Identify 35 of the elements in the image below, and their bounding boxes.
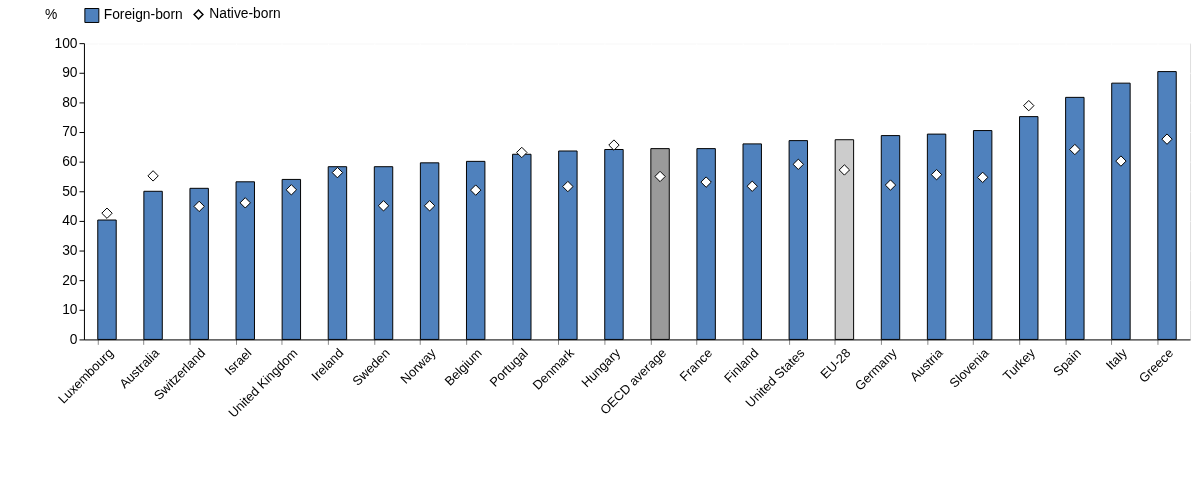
y-tick-label: 100 bbox=[54, 34, 78, 51]
point bbox=[193, 200, 205, 213]
y-tick-label: 20 bbox=[62, 271, 78, 288]
legend-label: Foreign-born bbox=[103, 6, 183, 23]
y-axis-title: % bbox=[44, 5, 58, 22]
y-tick-label: 30 bbox=[62, 241, 78, 258]
point bbox=[1161, 133, 1173, 145]
y-tick-label: 60 bbox=[62, 153, 78, 170]
point bbox=[838, 164, 851, 176]
y-tick-label: 40 bbox=[62, 212, 78, 229]
point bbox=[976, 171, 989, 184]
point bbox=[377, 200, 390, 212]
point bbox=[746, 180, 758, 192]
point bbox=[423, 200, 436, 212]
y-tick-label: 10 bbox=[62, 301, 78, 318]
point bbox=[1069, 143, 1081, 156]
point bbox=[239, 197, 251, 209]
x-tick-label: Italy bbox=[1102, 344, 1131, 373]
point bbox=[516, 146, 528, 159]
y-tick-label: 90 bbox=[62, 64, 78, 81]
point bbox=[930, 169, 943, 181]
point bbox=[562, 180, 574, 193]
point bbox=[331, 166, 344, 179]
point bbox=[1115, 155, 1127, 167]
y-tick-label: 80 bbox=[62, 93, 78, 110]
point bbox=[654, 170, 666, 183]
point bbox=[792, 158, 804, 170]
point bbox=[884, 179, 897, 191]
legend-label: Native-born bbox=[209, 5, 281, 22]
y-tick-label: 70 bbox=[62, 123, 78, 140]
y-tick-label: 0 bbox=[69, 330, 78, 347]
point bbox=[285, 184, 298, 196]
point bbox=[470, 184, 482, 196]
point bbox=[700, 176, 712, 188]
y-tick-label: 50 bbox=[62, 182, 78, 199]
